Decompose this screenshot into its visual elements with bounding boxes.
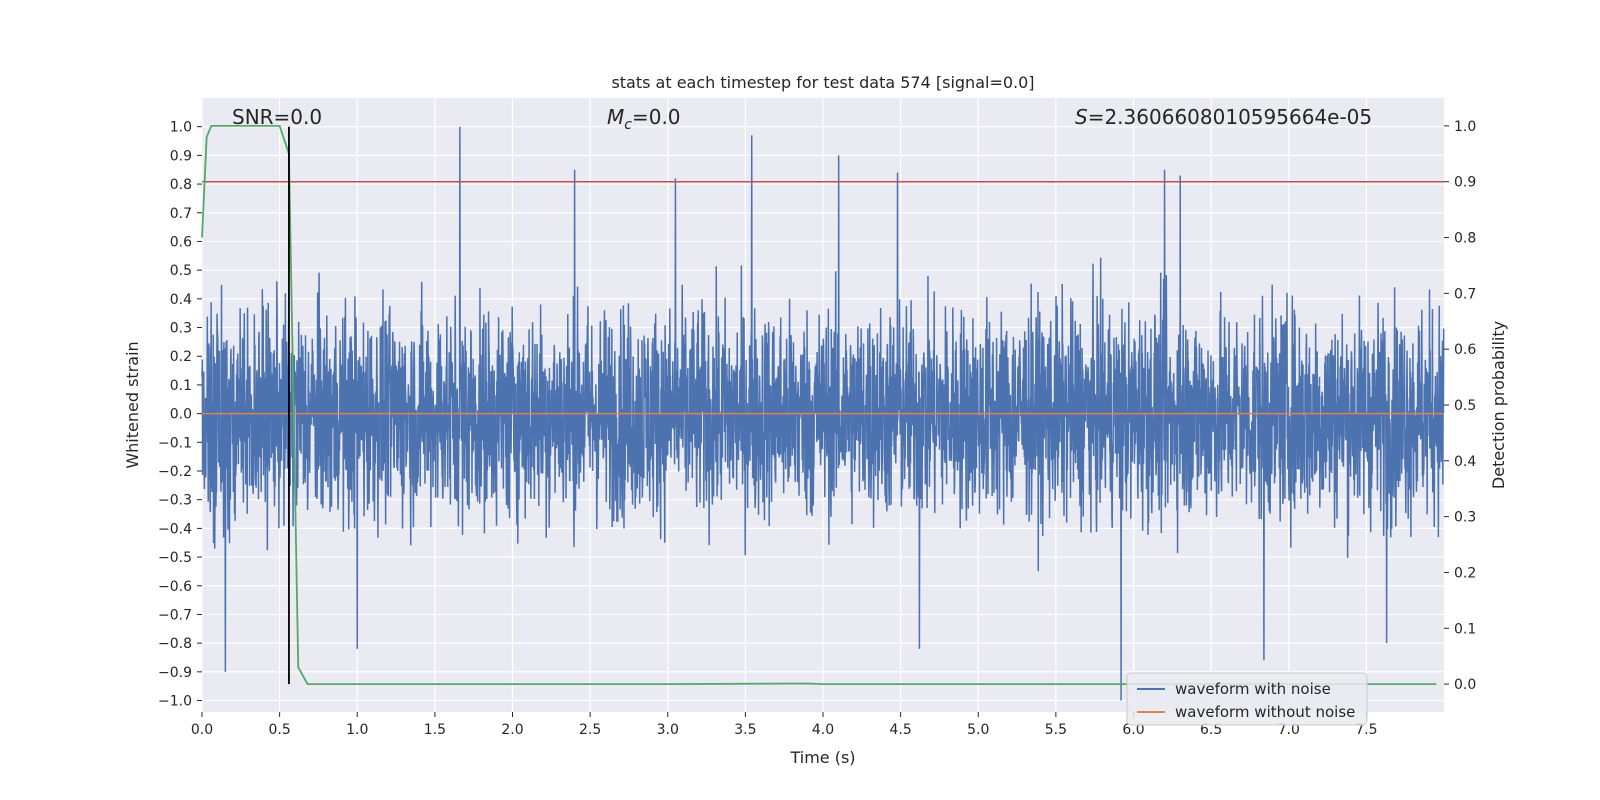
mc-subscript: c <box>624 117 632 133</box>
noise-waveform-line <box>201 126 1445 701</box>
y-tick-label-3: 0.7 <box>170 206 192 222</box>
x-tick-label-7: 3.5 <box>734 722 756 738</box>
x-tick-label-11: 5.5 <box>1045 722 1067 738</box>
x-axis-label: Time (s) <box>789 748 855 767</box>
y-right-axis-ticks: 1.0 0.9 0.8 0.7 0.6 0.5 0.4 0.3 0.2 0.1 0.0 <box>1444 119 1476 693</box>
y-tick-label-16: −0.6 <box>158 579 192 595</box>
chart-title: stats at each timestep for test data 574… <box>611 73 1034 92</box>
x-tick-label-13: 6.5 <box>1200 722 1222 738</box>
waveform-with-noise-series <box>201 126 1445 701</box>
y-tick-label-5: 0.5 <box>170 263 192 279</box>
y-tick-label-13: −0.3 <box>158 493 192 509</box>
y-tick-label-0: 1.0 <box>170 120 192 136</box>
x-tick-label-3: 1.5 <box>424 722 446 738</box>
legend: waveform with noise waveform without noi… <box>1126 672 1368 726</box>
y-right-tick-label-6: 0.4 <box>1454 454 1476 470</box>
x-tick-label-2: 1.0 <box>346 722 368 738</box>
x-tick-label-12: 6.0 <box>1122 722 1144 738</box>
y-tick-label-1: 0.9 <box>170 148 192 164</box>
probability-line <box>201 125 1437 685</box>
x-tick-label-8: 4.0 <box>812 722 834 738</box>
x-tick-label-15: 7.5 <box>1355 722 1377 738</box>
y-right-tick-label-2: 0.8 <box>1454 231 1476 247</box>
y-tick-label-6: 0.4 <box>170 292 192 308</box>
y-tick-label-10: 0.0 <box>170 407 192 423</box>
y-tick-label-4: 0.6 <box>170 234 192 250</box>
y-tick-label-19: −0.9 <box>158 665 192 681</box>
y-right-tick-label-8: 0.2 <box>1454 565 1476 581</box>
y-right-tick-label-7: 0.3 <box>1454 510 1476 526</box>
y-right-tick-label-5: 0.5 <box>1454 398 1476 414</box>
mc-symbol: M <box>607 105 624 129</box>
x-tick-label-10: 5.0 <box>967 722 989 738</box>
s-annotation: S=2.3606608010595664e-05 <box>1075 105 1372 129</box>
x-tick-label-0: 0.0 <box>191 722 213 738</box>
y-right-tick-label-3: 0.7 <box>1454 286 1476 302</box>
y-tick-label-12: −0.2 <box>158 464 192 480</box>
y-tick-label-18: −0.8 <box>158 636 192 652</box>
mc-annotation: Mc=0.0 <box>607 105 681 133</box>
y-right-tick-label-9: 0.1 <box>1454 621 1476 637</box>
legend-label-with-noise: waveform with noise <box>1175 680 1331 698</box>
y-tick-label-14: −0.4 <box>158 521 192 537</box>
y-right-tick-label-1: 0.9 <box>1454 175 1476 191</box>
detection-probability-series <box>201 125 1437 685</box>
y-right-axis-label: Detection probability <box>1489 321 1508 489</box>
y-right-tick-label-10: 0.0 <box>1454 677 1476 693</box>
y-tick-label-2: 0.8 <box>170 177 192 193</box>
y-tick-label-7: 0.3 <box>170 321 192 337</box>
s-value: =2.3606608010595664e-05 <box>1088 105 1372 129</box>
snr-annotation: SNR=0.0 <box>232 105 322 129</box>
y-tick-label-11: −0.1 <box>158 435 192 451</box>
y-tick-label-9: 0.1 <box>170 378 192 394</box>
y-tick-label-15: −0.5 <box>158 550 192 566</box>
y-tick-label-17: −0.7 <box>158 607 192 623</box>
x-tick-label-5: 2.5 <box>579 722 601 738</box>
y-axis-ticks: 1.0 0.9 0.8 0.7 0.6 0.5 0.4 0.3 0.2 0.1 0.0 −0.1 −0.… <box>158 120 202 710</box>
s-symbol: S <box>1075 105 1088 129</box>
x-tick-label-4: 2.0 <box>501 722 523 738</box>
x-tick-label-6: 3.0 <box>657 722 679 738</box>
legend-label-without-noise: waveform without noise <box>1175 703 1355 721</box>
y-tick-label-20: −1.0 <box>158 694 192 710</box>
legend-box <box>1126 672 1368 726</box>
y-right-tick-label-0: 1.0 <box>1454 119 1476 135</box>
x-tick-label-9: 4.5 <box>889 722 911 738</box>
x-axis-ticks: 0.0 0.5 1.0 1.5 2.0 2.5 3.0 3.5 4.0 4.5 5.0 5.5 6.0 6… <box>191 712 1378 738</box>
y-right-tick-label-4: 0.6 <box>1454 342 1476 358</box>
x-tick-label-1: 0.5 <box>268 722 290 738</box>
y-tick-label-8: 0.2 <box>170 349 192 365</box>
y-axis-label: Whitened strain <box>123 341 142 468</box>
mc-value: =0.0 <box>632 105 681 129</box>
x-tick-label-14: 7.0 <box>1278 722 1300 738</box>
